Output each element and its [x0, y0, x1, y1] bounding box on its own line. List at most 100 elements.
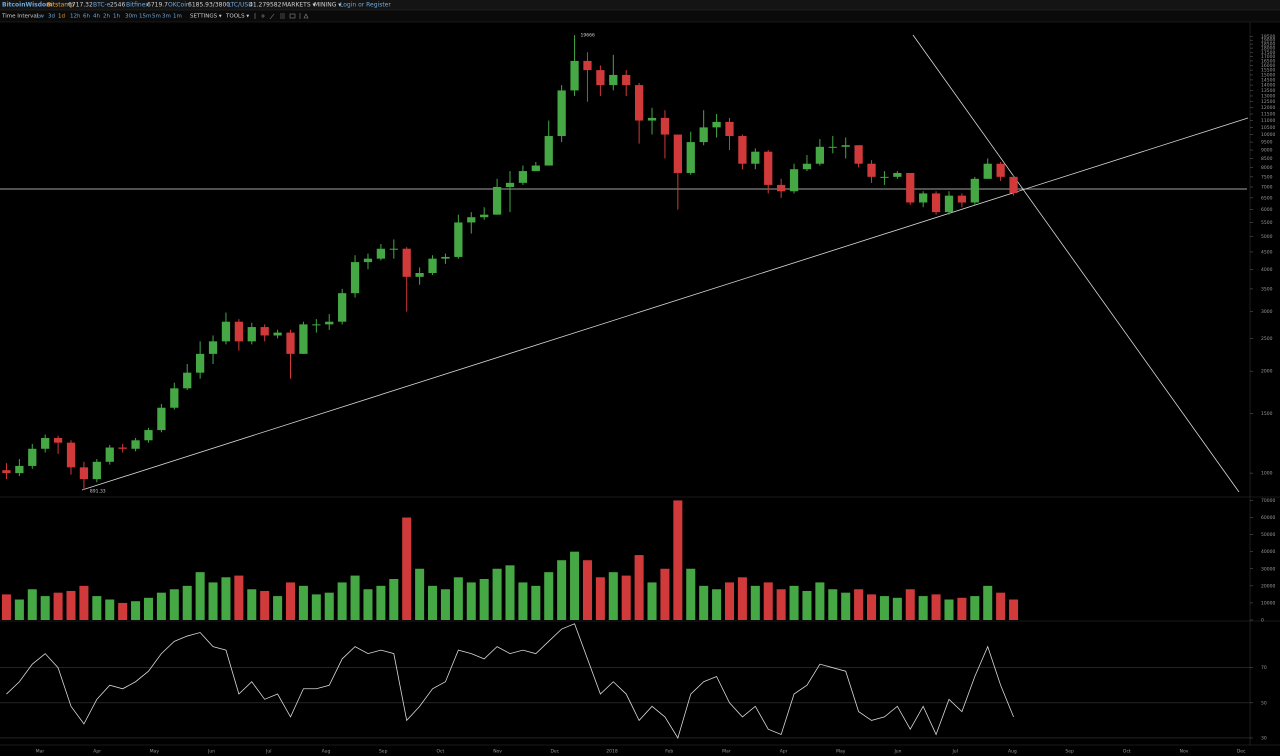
volume-bar	[27, 589, 37, 620]
interval-button[interactable]: 1h	[113, 14, 120, 20]
candle-body	[15, 465, 24, 474]
rect-icon[interactable]	[289, 13, 296, 19]
volume-bar	[143, 597, 153, 620]
candle-body	[634, 85, 644, 121]
candle-body	[609, 74, 618, 86]
candle-body	[183, 372, 192, 389]
candle-body	[944, 195, 954, 213]
volume-bar	[505, 565, 515, 620]
x-tick-label: May	[150, 749, 160, 755]
y-tick-label: 16000	[1261, 63, 1275, 69]
login-link[interactable]: Login or Register	[340, 2, 391, 9]
candle-body	[92, 461, 101, 480]
candle-body	[802, 163, 812, 170]
y-tick-label: 10000	[1261, 600, 1275, 606]
volume-bar	[118, 602, 128, 620]
y-tick-label: 50	[1261, 700, 1267, 706]
volume-bar	[944, 599, 954, 620]
volume-bar	[724, 582, 735, 620]
candle-body	[686, 142, 695, 173]
x-tick-label: Dec	[550, 749, 559, 755]
y-tick-label: 60000	[1261, 515, 1275, 521]
candle-body	[195, 353, 205, 373]
volume-bar	[79, 585, 89, 620]
volume-bar	[1, 594, 11, 620]
x-tick-label: Jun	[207, 749, 215, 755]
candle-body	[53, 437, 63, 443]
candle-body	[931, 193, 941, 213]
settings-menu[interactable]: SETTINGS ▾	[190, 14, 222, 20]
y-tick-label: 15000	[1261, 72, 1275, 78]
x-tick-label: Mar	[722, 749, 731, 755]
candle-body	[544, 136, 553, 166]
y-tick-label: 40000	[1261, 549, 1275, 555]
y-tick-label: 19000	[1261, 38, 1275, 44]
interval-button[interactable]: 4h	[93, 14, 100, 20]
volume-bar	[595, 577, 605, 620]
candle-body	[647, 117, 657, 121]
interval-button[interactable]: 5m	[152, 14, 161, 20]
volume-bar	[737, 577, 747, 620]
candle-body	[751, 151, 760, 164]
interval-button[interactable]: 6h	[83, 14, 90, 20]
candle-body	[441, 256, 450, 259]
interval-button[interactable]: 1m	[173, 14, 182, 20]
volume-bar	[14, 599, 24, 620]
tools-menu[interactable]: TOOLS ▾	[225, 14, 249, 20]
candle-body	[1009, 176, 1018, 193]
volume-bar	[789, 585, 799, 620]
crosshair-icon[interactable]	[261, 14, 265, 18]
interval-button[interactable]: 1d	[58, 14, 65, 20]
candle-body	[428, 258, 437, 273]
ticker-name[interactable]: BTC-e	[93, 2, 111, 9]
candle-body	[105, 447, 114, 462]
y-tick-label: 70	[1261, 665, 1267, 671]
volume-bar	[557, 560, 567, 620]
y-tick-label: 11000	[1261, 118, 1275, 124]
interval-button[interactable]: 12h	[70, 14, 81, 20]
candle-body	[906, 172, 915, 203]
volume-bar	[531, 585, 541, 620]
y-tick-label: 18000	[1261, 46, 1275, 52]
ticker-name[interactable]: Bitfinex	[126, 2, 149, 9]
candle-body	[919, 193, 928, 203]
interval-button[interactable]: 30m	[125, 14, 137, 20]
x-tick-label: Nov	[1180, 749, 1189, 755]
volume-bar	[350, 575, 360, 620]
volume-bar	[182, 585, 192, 620]
candle-body	[170, 388, 179, 408]
fib-icon[interactable]	[280, 13, 285, 19]
interval-button[interactable]: 3d	[48, 14, 55, 20]
volume-bar	[686, 568, 696, 620]
menu[interactable]: MINING ▾	[314, 2, 341, 9]
candle-body	[389, 248, 398, 250]
y-tick-label: 4500	[1261, 249, 1273, 255]
line-icon[interactable]	[269, 13, 275, 20]
brand[interactable]: BitcoinWisdom	[2, 2, 52, 9]
interval-group: 1w 3d 1d 12h 6h 4h 2h 1h 30m 15m 5m 3m 1m	[36, 14, 182, 20]
ticker-name[interactable]: Bitstamp	[47, 2, 74, 9]
candle-body	[518, 171, 528, 183]
candle-body	[815, 146, 825, 164]
interval-button[interactable]: 3m	[162, 14, 171, 20]
volume-bar	[931, 594, 941, 620]
volume-bar	[1009, 599, 1019, 620]
candle-body	[841, 145, 850, 147]
y-tick-label: 7000	[1261, 184, 1273, 190]
ticker-price: 2546	[110, 2, 125, 9]
volume-bar	[247, 589, 257, 620]
trash-icon[interactable]	[303, 13, 309, 19]
interval-button[interactable]: 1w	[36, 14, 44, 20]
volume-bar	[867, 594, 877, 620]
ticker-name[interactable]: LTC/USD	[228, 2, 253, 9]
menu[interactable]: MARKETS ▾	[282, 2, 316, 9]
candle-body	[260, 327, 269, 336]
y-tick-label: 10500	[1261, 125, 1275, 131]
volume-bar	[815, 582, 825, 620]
volume-bar	[854, 589, 864, 620]
ticker-name[interactable]: OKCoin	[168, 2, 190, 9]
interval-button[interactable]: 15m	[139, 14, 151, 20]
interval-button[interactable]: 2h	[103, 14, 110, 20]
y-tick-label: 30000	[1261, 566, 1275, 572]
